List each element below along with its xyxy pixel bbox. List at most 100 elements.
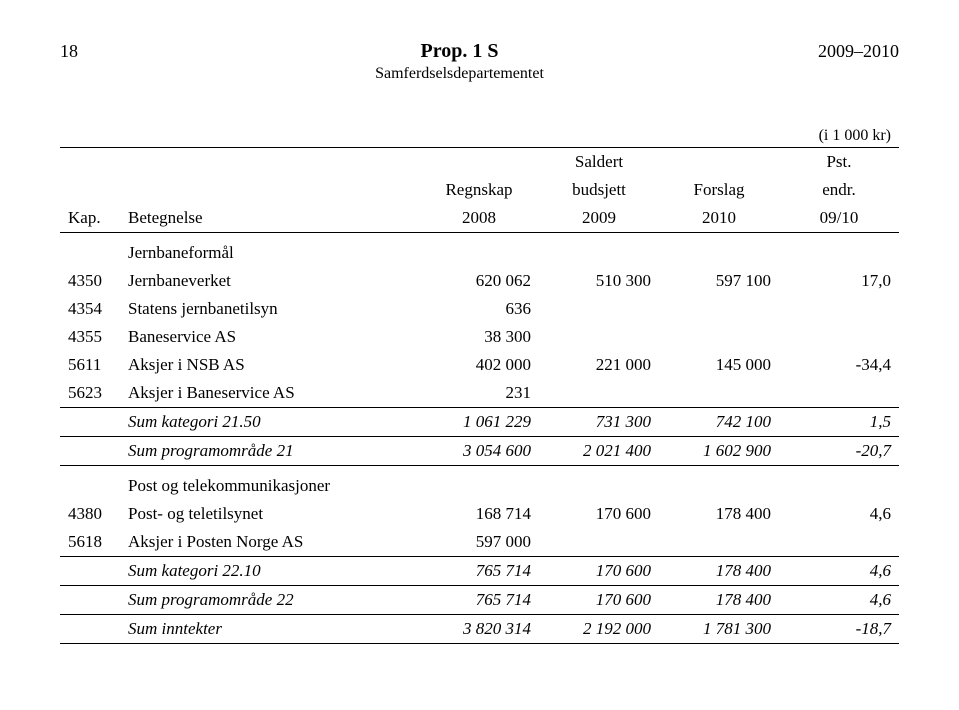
cell-v3 <box>659 295 779 323</box>
cell-bet: Aksjer i Posten Norge AS <box>120 528 419 557</box>
sum-row: Sum programområde 21 3 054 600 2 021 400… <box>60 437 899 466</box>
cell-v4 <box>779 295 899 323</box>
sum-v4: -18,7 <box>779 615 899 644</box>
col-kap-header: Kap. <box>60 148 120 233</box>
cell-v4 <box>779 528 899 557</box>
table-row: 4355Baneservice AS38 300 <box>60 323 899 351</box>
sum-row: Sum kategori 22.10 765 714 170 600 178 4… <box>60 557 899 586</box>
col3-l2: 2010 <box>659 204 779 233</box>
section-row: Jernbaneformål <box>60 233 899 268</box>
sum-v1: 765 714 <box>419 586 539 615</box>
sum-label: Sum kategori 22.10 <box>120 557 419 586</box>
page-number: 18 <box>60 41 140 62</box>
cell-v3: 597 100 <box>659 267 779 295</box>
sum-v4: 1,5 <box>779 408 899 437</box>
sum-label: Sum programområde 22 <box>120 586 419 615</box>
sum-v1: 3 820 314 <box>419 615 539 644</box>
cell-v4: 4,6 <box>779 500 899 528</box>
cell-v1: 620 062 <box>419 267 539 295</box>
sum-row: Sum programområde 22 765 714 170 600 178… <box>60 586 899 615</box>
cell-bet: Post- og teletilsynet <box>120 500 419 528</box>
cell-v2: 221 000 <box>539 351 659 379</box>
col2-l3: 2009 <box>539 204 659 233</box>
cell-v2 <box>539 528 659 557</box>
table-row: 4350Jernbaneverket620 062510 300597 1001… <box>60 267 899 295</box>
header-center: Prop. 1 S Samferdselsdepartementet <box>140 40 779 83</box>
col4-l3: 09/10 <box>779 204 899 233</box>
table-row: 5618Aksjer i Posten Norge AS597 000 <box>60 528 899 557</box>
cell-v3 <box>659 323 779 351</box>
col1-l1: Regnskap <box>419 176 539 204</box>
cell-v2 <box>539 379 659 408</box>
table-row: 4380Post- og teletilsynet168 714170 6001… <box>60 500 899 528</box>
budget-table: (i 1 000 kr) Kap. Betegnelse Saldert Pst… <box>60 123 899 644</box>
cell-kap: 5623 <box>60 379 120 408</box>
cell-bet: Jernbaneverket <box>120 267 419 295</box>
sum-v2: 2 021 400 <box>539 437 659 466</box>
col4-l1: Pst. <box>779 148 899 177</box>
cell-kap: 5611 <box>60 351 120 379</box>
sum-label: Sum inntekter <box>120 615 419 644</box>
cell-v4: -34,4 <box>779 351 899 379</box>
cell-v1: 597 000 <box>419 528 539 557</box>
cell-v3 <box>659 528 779 557</box>
table-row: 5623Aksjer i Baneservice AS231 <box>60 379 899 408</box>
sum-v4: 4,6 <box>779 586 899 615</box>
cell-v4: 17,0 <box>779 267 899 295</box>
cell-v3: 178 400 <box>659 500 779 528</box>
header-row-1: Kap. Betegnelse Saldert Pst. <box>60 148 899 177</box>
cell-kap: 4350 <box>60 267 120 295</box>
cell-v1: 636 <box>419 295 539 323</box>
section-label: Post og telekommunikasjoner <box>120 466 419 501</box>
cell-bet: Aksjer i NSB AS <box>120 351 419 379</box>
sum-v1: 3 054 600 <box>419 437 539 466</box>
cell-kap: 4354 <box>60 295 120 323</box>
sum-v3: 178 400 <box>659 557 779 586</box>
cell-kap: 4380 <box>60 500 120 528</box>
cell-v1: 38 300 <box>419 323 539 351</box>
cell-v1: 231 <box>419 379 539 408</box>
doc-subtitle: Samferdselsdepartementet <box>140 65 779 83</box>
cell-v1: 402 000 <box>419 351 539 379</box>
sum-v3: 178 400 <box>659 586 779 615</box>
sum-v1: 765 714 <box>419 557 539 586</box>
sum-v3: 1 602 900 <box>659 437 779 466</box>
sum-v4: -20,7 <box>779 437 899 466</box>
cell-bet: Baneservice AS <box>120 323 419 351</box>
table-row: 4354Statens jernbanetilsyn636 <box>60 295 899 323</box>
sum-v2: 170 600 <box>539 557 659 586</box>
sum-v3: 1 781 300 <box>659 615 779 644</box>
sum-row: Sum inntekter 3 820 314 2 192 000 1 781 … <box>60 615 899 644</box>
col4-l2: endr. <box>779 176 899 204</box>
cell-v4 <box>779 379 899 408</box>
cell-v3: 145 000 <box>659 351 779 379</box>
sum-v1: 1 061 229 <box>419 408 539 437</box>
sum-label: Sum programområde 21 <box>120 437 419 466</box>
unit-row: (i 1 000 kr) <box>60 123 899 148</box>
cell-v2 <box>539 323 659 351</box>
cell-bet: Statens jernbanetilsyn <box>120 295 419 323</box>
cell-v4 <box>779 323 899 351</box>
sum-v2: 170 600 <box>539 586 659 615</box>
page-header: 18 Prop. 1 S Samferdselsdepartementet 20… <box>60 40 899 83</box>
sum-v2: 731 300 <box>539 408 659 437</box>
sum-row: Sum kategori 21.50 1 061 229 731 300 742… <box>60 408 899 437</box>
cell-v2 <box>539 295 659 323</box>
col3-l1: Forslag <box>659 176 779 204</box>
sum-v3: 742 100 <box>659 408 779 437</box>
col2-l1: Saldert <box>539 148 659 177</box>
col1-l2: 2008 <box>419 204 539 233</box>
col-betegnelse-header: Betegnelse <box>120 148 419 233</box>
section-row: Post og telekommunikasjoner <box>60 466 899 501</box>
col2-l2: budsjett <box>539 176 659 204</box>
cell-bet: Aksjer i Baneservice AS <box>120 379 419 408</box>
cell-kap: 5618 <box>60 528 120 557</box>
year-range: 2009–2010 <box>779 41 899 62</box>
sum-v2: 2 192 000 <box>539 615 659 644</box>
sum-label: Sum kategori 21.50 <box>120 408 419 437</box>
unit-note: (i 1 000 kr) <box>60 123 899 148</box>
cell-v2: 510 300 <box>539 267 659 295</box>
sum-v4: 4,6 <box>779 557 899 586</box>
doc-title: Prop. 1 S <box>140 40 779 63</box>
cell-v1: 168 714 <box>419 500 539 528</box>
